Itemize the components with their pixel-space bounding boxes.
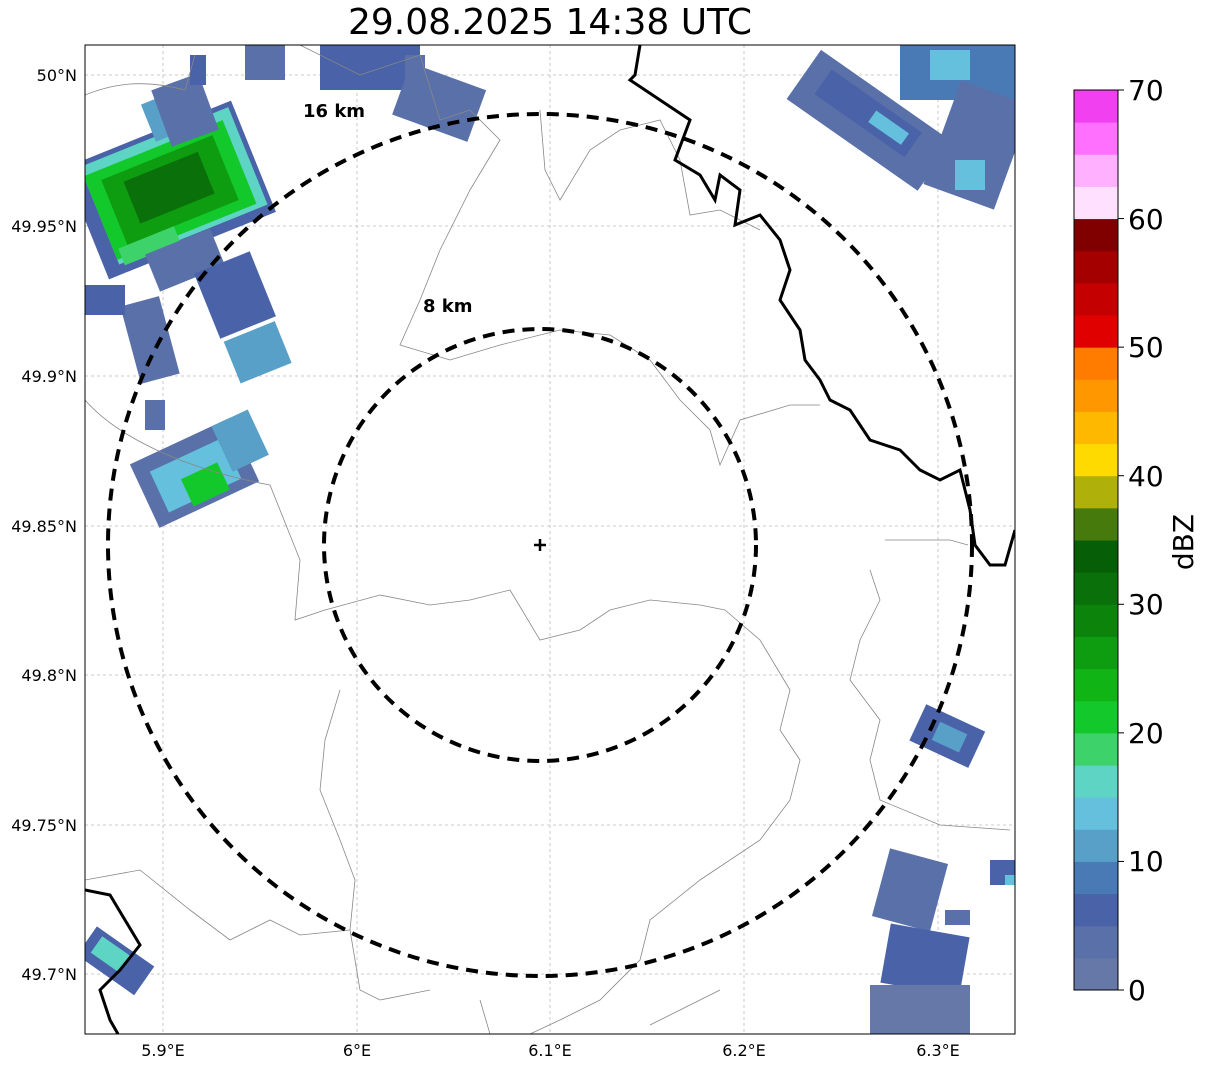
range-label-8km: 8 km [423, 296, 473, 317]
lon-tick-label: 5.9°E [141, 1041, 185, 1060]
colorbar-segment [1074, 347, 1118, 380]
colorbar [1073, 89, 1124, 991]
colorbar-segment [1074, 765, 1118, 798]
colorbar-tick-label: 30 [1128, 588, 1164, 621]
lon-tick-label: 6°E [343, 1041, 371, 1060]
country-borders [85, 45, 1015, 1034]
colorbar-segment [1074, 379, 1118, 412]
colorbar-segment [1074, 732, 1118, 766]
colorbar-segment [1074, 507, 1118, 541]
range-ring-8km [322, 327, 758, 763]
range-rings [106, 112, 974, 978]
colorbar-segment [1074, 604, 1118, 637]
echo-cell-northeast-2 [900, 45, 1015, 210]
colorbar-segment [1074, 540, 1118, 573]
lon-tick-label: 6.2°E [722, 1041, 766, 1060]
colorbar-segment [1074, 925, 1118, 959]
colorbar-frame [1073, 89, 1119, 991]
lon-tick-label: 6.1°E [528, 1041, 572, 1060]
colorbar-segment [1074, 443, 1118, 477]
range-label-16km: 16 km [303, 101, 365, 122]
lon-tick-label: 6.3°E [916, 1041, 960, 1060]
echo-cell-northeast [786, 49, 953, 191]
colorbar-segment [1074, 861, 1118, 895]
radar-site-marker [534, 539, 546, 551]
colorbar-segment [1074, 218, 1118, 252]
colorbar-segment [1074, 893, 1118, 927]
echo-cell-southwest [85, 926, 155, 996]
lat-axis: 50°N 49.95°N 49.9°N 49.85°N 49.8°N 49.75… [11, 66, 77, 984]
colorbar-segment [1074, 797, 1118, 830]
colorbar-segment [1074, 122, 1118, 155]
echo-cell-west [129, 409, 269, 528]
colorbar-segment [1074, 411, 1118, 445]
gridlines [85, 45, 1015, 1034]
colorbar-tick-label: 20 [1128, 717, 1164, 750]
lat-tick-label: 50°N [37, 66, 77, 85]
colorbar-segment [1074, 636, 1118, 670]
lat-tick-label: 49.75°N [11, 816, 77, 835]
colorbar-label: dBZ [1167, 514, 1200, 570]
colorbar-tick-label: 0 [1128, 974, 1146, 1007]
lat-tick-label: 49.95°N [11, 217, 77, 236]
echo-band-north-left [151, 73, 219, 147]
colorbar-segment [1074, 668, 1118, 702]
colorbar-tick-label: 60 [1128, 203, 1164, 236]
colorbar-segment [1074, 154, 1118, 187]
colorbar-segment [1074, 250, 1118, 284]
colorbar-segment [1074, 475, 1118, 509]
colorbar-tick-label: 10 [1128, 845, 1164, 878]
map-title: 29.08.2025 14:38 UTC [347, 2, 753, 43]
range-ring-16km [106, 112, 974, 978]
colorbar-segment [1074, 282, 1118, 316]
colorbar-segment [1074, 186, 1118, 220]
lat-tick-label: 49.9°N [21, 367, 77, 386]
echo-cell-northwest [85, 85, 276, 280]
admin-borders [85, 45, 1011, 1034]
colorbar-segment [1074, 957, 1118, 991]
lon-axis: 5.9°E 6°E 6.1°E 6.2°E 6.3°E [141, 1041, 960, 1060]
colorbar-segment [1074, 90, 1118, 123]
map-frame [84, 44, 1016, 1035]
colorbar-tick-label: 70 [1128, 74, 1164, 107]
echo-band-southeast [870, 848, 970, 1034]
colorbar-segment [1074, 572, 1118, 605]
echo-band-west [85, 228, 292, 430]
lat-tick-label: 49.7°N [21, 965, 77, 984]
colorbar-segment [1074, 700, 1118, 734]
colorbar-ticks: 0 10 20 30 40 50 60 70 [1128, 74, 1164, 1007]
echo-cell-east [909, 704, 986, 768]
lat-tick-label: 49.8°N [21, 666, 77, 685]
colorbar-segment [1074, 829, 1118, 862]
colorbar-segment [1074, 315, 1118, 348]
colorbar-tick-label: 40 [1128, 460, 1164, 493]
radar-echoes [85, 45, 1015, 1034]
lat-tick-label: 49.85°N [11, 517, 77, 536]
plot-area [85, 45, 1015, 1034]
echo-strip-north [245, 45, 487, 142]
colorbar-tick-label: 50 [1128, 331, 1164, 364]
